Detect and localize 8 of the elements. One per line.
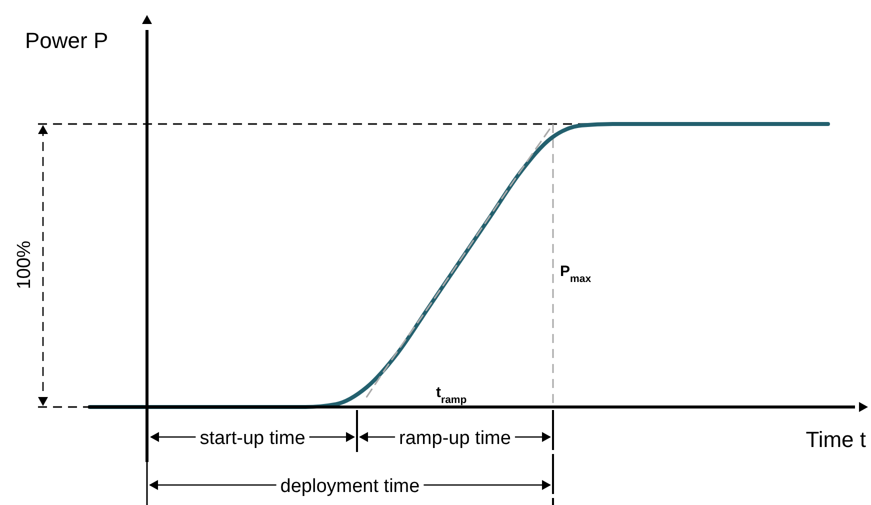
text: 100% (14, 240, 35, 290)
x-axis-title: Time t (806, 427, 866, 452)
y-axis-title: Power P (25, 28, 108, 53)
annotation: t$_{ramp}$ (436, 384, 467, 406)
annotation: P$_{max}$ (560, 263, 592, 285)
text: start-up time (200, 428, 306, 449)
text: ramp-up time (399, 428, 511, 449)
text: deployment time (280, 476, 420, 497)
